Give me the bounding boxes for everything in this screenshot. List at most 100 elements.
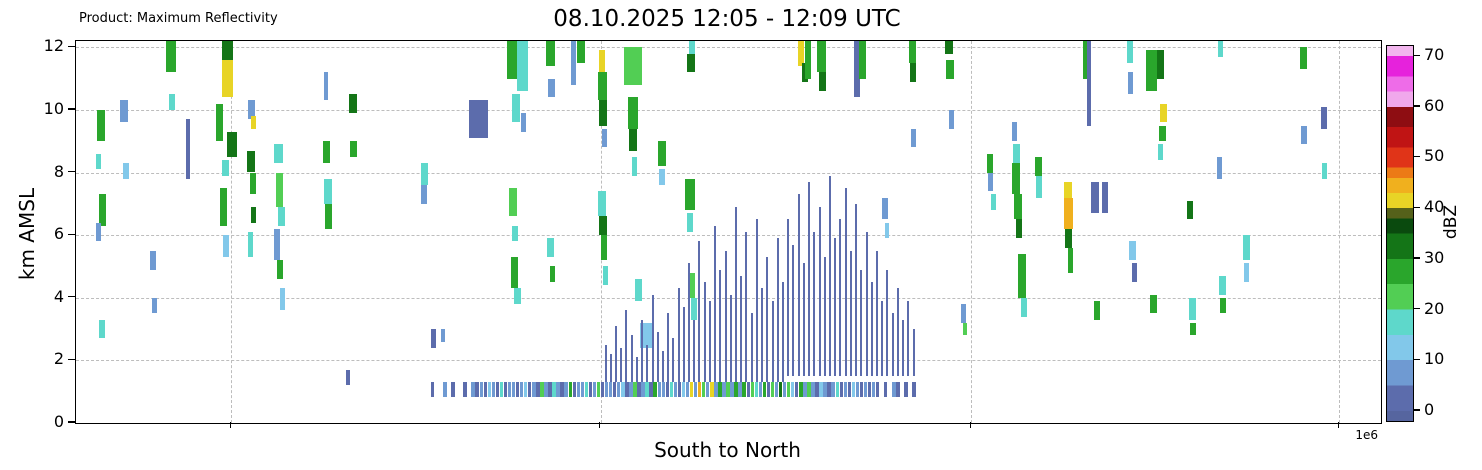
y-tick-mark (68, 108, 75, 110)
y-tick-mark (68, 296, 75, 298)
colorbar-label: dBZ (1441, 204, 1461, 240)
reflectivity-cell (875, 381, 880, 398)
reflectivity-cell (686, 53, 695, 73)
reflectivity-spike (740, 275, 743, 383)
reflectivity-spike (698, 241, 701, 383)
reflectivity-cell (1014, 194, 1023, 220)
h-gridline (76, 109, 1381, 111)
reflectivity-spike (802, 263, 805, 377)
reflectivity-spike (604, 344, 607, 383)
reflectivity-cell (807, 381, 811, 398)
reflectivity-cell (246, 150, 255, 173)
reflectivity-spike (797, 194, 800, 377)
reflectivity-cell (346, 369, 351, 386)
reflectivity-cell (1156, 50, 1165, 79)
x-offset-label: 1e6 (1355, 428, 1378, 442)
reflectivity-spike (844, 188, 847, 377)
reflectivity-spike (787, 219, 790, 377)
reflectivity-cell (633, 381, 637, 398)
reflectivity-cell (151, 297, 157, 314)
reflectivity-cell (1242, 235, 1251, 261)
reflectivity-spike (719, 269, 722, 383)
y-tick-label: 0 (53, 412, 64, 431)
colorbar-tick-label: 60 (1424, 95, 1445, 115)
reflectivity-cell (1220, 297, 1226, 314)
reflectivity-cell (762, 381, 767, 398)
reflectivity-cell (584, 381, 589, 398)
reflectivity-cell (843, 381, 848, 398)
reflectivity-cell (599, 100, 608, 126)
reflectivity-spike (808, 181, 811, 377)
reflectivity-cell (839, 381, 843, 398)
reflectivity-cell (659, 169, 665, 186)
colorbar-tick-mark (1414, 155, 1420, 158)
reflectivity-cell (847, 381, 852, 398)
reflectivity-cell (702, 381, 706, 398)
reflectivity-cell (1011, 163, 1020, 195)
reflectivity-cell (805, 41, 811, 79)
colorbar-tick-mark (1414, 257, 1420, 259)
reflectivity-spike (703, 282, 706, 383)
reflectivity-cell (519, 381, 524, 398)
reflectivity-cell (827, 381, 831, 398)
reflectivity-cell (166, 41, 177, 73)
reflectivity-spike (766, 257, 769, 383)
reflectivity-cell (770, 381, 775, 398)
reflectivity-cell (120, 100, 129, 123)
colorbar-tick-label: 50 (1424, 146, 1445, 166)
reflectivity-cell (588, 381, 593, 398)
reflectivity-cell (95, 222, 101, 242)
reflectivity-cell (986, 153, 994, 173)
reflectivity-spike (823, 257, 826, 377)
reflectivity-spike (855, 203, 858, 377)
reflectivity-cell (603, 266, 609, 286)
reflectivity-cell (1011, 122, 1017, 142)
colorbar-tick-label: 0 (1424, 399, 1435, 419)
reflectivity-cell (697, 381, 702, 398)
reflectivity-cell (718, 381, 722, 398)
reflectivity-cell (601, 128, 608, 148)
reflectivity-spike (609, 354, 612, 383)
reflectivity-cell (1320, 106, 1328, 129)
reflectivity-cell (819, 381, 823, 398)
reflectivity-cell (532, 381, 536, 398)
reflectivity-cell (495, 381, 500, 398)
reflectivity-cell (912, 381, 916, 398)
reflectivity-spike (875, 250, 878, 377)
y-tick-label: 2 (53, 349, 64, 369)
reflectivity-cell (514, 288, 521, 304)
reflectivity-cell (896, 381, 900, 398)
reflectivity-cell (248, 100, 255, 120)
x-tick-mark (1337, 422, 1339, 428)
reflectivity-cell (348, 94, 357, 113)
colorbar (1386, 45, 1414, 422)
reflectivity-cell (572, 381, 576, 398)
reflectivity-cell (99, 194, 106, 226)
reflectivity-cell (1301, 125, 1307, 145)
reflectivity-cell (884, 381, 888, 398)
h-gridline (76, 235, 1381, 237)
reflectivity-cell (797, 41, 805, 67)
reflectivity-cell (576, 381, 581, 398)
reflectivity-cell (1146, 50, 1157, 92)
reflectivity-cell (506, 41, 520, 79)
reflectivity-cell (1093, 300, 1101, 320)
reflectivity-cell (677, 381, 682, 398)
reflectivity-cell (1015, 219, 1023, 239)
reflectivity-cell (185, 119, 190, 179)
reflectivity-spike (724, 250, 727, 383)
reflectivity-cell (990, 194, 997, 211)
reflectivity-spike (682, 307, 685, 383)
reflectivity-cell (430, 329, 437, 348)
reflectivity-cell (726, 381, 730, 398)
reflectivity-cell (791, 381, 795, 398)
reflectivity-spike (907, 300, 910, 377)
y-tick-label: 12 (43, 36, 64, 56)
reflectivity-cell (653, 381, 657, 398)
colorbar-tick-mark (1414, 409, 1420, 411)
reflectivity-cell (599, 216, 608, 236)
reflectivity-spike (641, 319, 644, 383)
reflectivity-cell (634, 278, 643, 301)
reflectivity-spike (614, 325, 617, 383)
reflectivity-cell (577, 41, 585, 63)
